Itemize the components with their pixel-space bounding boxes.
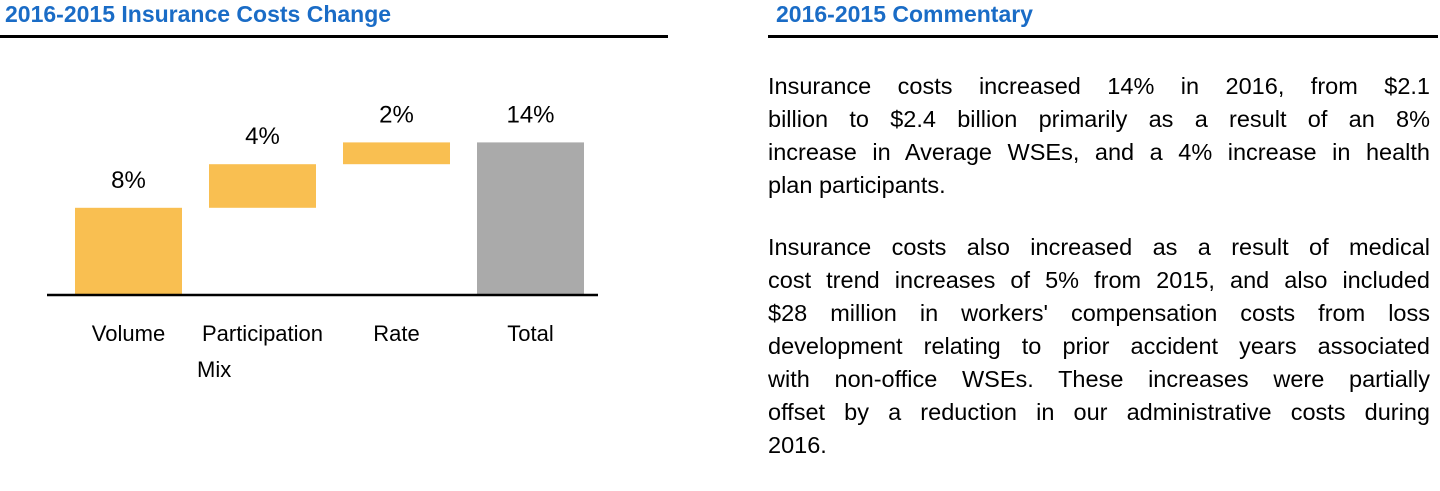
category-label: Mix	[197, 357, 231, 382]
commentary-line: development relating to prior accident y…	[768, 333, 1430, 359]
commentary-line: with non-office WSEs. These increases we…	[768, 366, 1430, 392]
commentary-line: Insurance costs also increased as a resu…	[768, 234, 1430, 260]
title-divider	[0, 35, 668, 38]
chart-title: 2016-2015 Insurance Costs Change	[5, 1, 392, 27]
commentary-line: offset by a reduction in our administrat…	[768, 399, 1430, 425]
commentary-line: increase in Average WSEs, and a 4% incre…	[768, 139, 1430, 165]
commentary-line: cost trend increases of 5% from 2015, an…	[768, 267, 1430, 293]
bar-volume	[75, 207, 182, 295]
data-label: 14%	[506, 101, 554, 128]
category-label: Volume	[92, 321, 165, 346]
commentary-line: plan participants.	[768, 172, 946, 198]
bar-rate	[343, 142, 450, 165]
category-label: Participation	[202, 321, 323, 346]
category-label: Total	[507, 321, 553, 346]
commentary-line: Insurance costs increased 14% in 2016, f…	[768, 73, 1430, 99]
waterfall-chart: 8% Volume 4% Participation Mix 2% Rate 14% Total	[47, 101, 598, 382]
data-label: 2%	[379, 101, 414, 128]
data-label: 8%	[111, 167, 146, 194]
commentary-line: 2016.	[768, 432, 827, 458]
category-label: Rate	[373, 321, 419, 346]
commentary-line: billion to $2.4 billion primarily as a r…	[768, 106, 1430, 132]
bar-total	[477, 142, 584, 295]
commentary-line: $28 million in workers' compensation cos…	[768, 300, 1430, 326]
commentary-paragraph: Insurance costs also increased as a resu…	[768, 231, 1430, 462]
commentary-paragraph: Insurance costs increased 14% in 2016, f…	[768, 70, 1430, 202]
commentary-title: 2016-2015 Commentary	[776, 1, 1033, 27]
bar-participation	[209, 164, 316, 208]
commentary-divider	[768, 35, 1438, 38]
commentary-text: Insurance costs increased 14% in 2016, f…	[768, 70, 1430, 491]
data-label: 4%	[245, 123, 280, 150]
